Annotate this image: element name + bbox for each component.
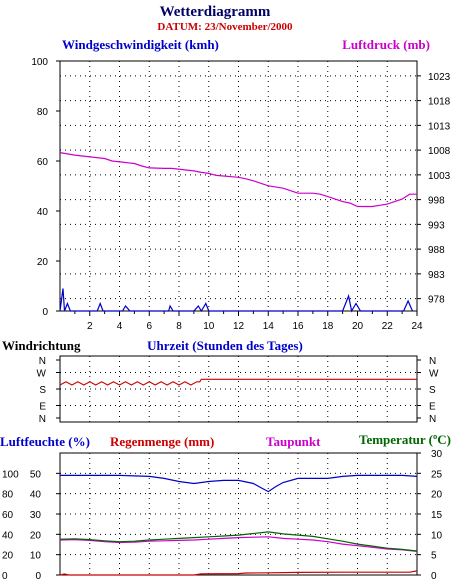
panel-1-right-tick-label: 1008 bbox=[428, 146, 451, 157]
panel-1-x-tick-label: 24 bbox=[411, 321, 423, 332]
pressure-label: Luftdruck (mb) bbox=[342, 37, 430, 52]
panel-1-right-tick-label: 998 bbox=[428, 196, 445, 207]
panel-3-humidity-tick-label: 80 bbox=[2, 490, 14, 501]
panel-1-x-tick-label: 12 bbox=[233, 321, 245, 332]
panel-3-right-tick-label: 10 bbox=[431, 530, 443, 541]
humidity-label: Luftfeuchte (%) bbox=[0, 434, 90, 449]
panel-3-right-tick-label: 20 bbox=[431, 490, 443, 501]
panel-3-rain-tick-label: 50 bbox=[30, 469, 42, 480]
panel-2-direction-ticks: N NW WS SE EN N bbox=[37, 356, 439, 425]
panel-1-right-tick-label: 983 bbox=[428, 270, 445, 281]
rain-label: Regenmenge (mm) bbox=[110, 434, 214, 449]
panel-1-x-ticks: 2 4 6 8 10 12 14 16 18 20 22 24 bbox=[74, 311, 423, 332]
wind-speed-series-line bbox=[59, 288, 414, 313]
panel-1-left-tick-label: 100 bbox=[31, 57, 48, 68]
panel-3-rain-tick-label: 0 bbox=[35, 571, 41, 582]
x-axis-label: Uhrzeit (Stunden des Tages) bbox=[147, 338, 303, 353]
panel-1-x-tick-label: 22 bbox=[382, 321, 394, 332]
panel-2-right-tick-label: E bbox=[429, 402, 436, 413]
panel-1-left-tick-label: 20 bbox=[37, 257, 49, 268]
panel-3-right-tick-label: 5 bbox=[431, 551, 437, 562]
panel-1-x-tick-label: 8 bbox=[176, 321, 182, 332]
panel-3-right-tick-label: 30 bbox=[431, 449, 443, 460]
temperature-label: Temperatur (ºC) bbox=[359, 432, 451, 447]
panel-1-right-tick-label: 1003 bbox=[428, 171, 451, 182]
panel-2-left-tick-label: S bbox=[39, 385, 46, 396]
panel-2-right-tick-label: W bbox=[429, 369, 439, 380]
wind-speed-label: Windgeschwindigkeit (kmh) bbox=[62, 37, 219, 52]
panel-2-grid bbox=[60, 356, 417, 422]
panel-1-x-tick-label: 10 bbox=[203, 321, 215, 332]
panel-1-right-tick-label: 978 bbox=[428, 295, 445, 306]
humidity-series-line bbox=[60, 474, 418, 493]
panel-1-left-tick-label: 40 bbox=[37, 207, 49, 218]
panel-1-right-ticks: 978 983 988 993 998 1003 1008 1013 1018 1023 bbox=[417, 72, 451, 306]
panel-3-right-tick-label: 25 bbox=[431, 469, 443, 480]
panel-2-left-tick-label: N bbox=[39, 356, 46, 367]
panel-1-right-tick-label: 1023 bbox=[428, 72, 451, 83]
panel-3-right-tick-label: 15 bbox=[431, 510, 443, 521]
panel-3-rain-tick-label: 30 bbox=[30, 510, 42, 521]
panel-2-right-tick-label: N bbox=[429, 414, 436, 425]
panel-1-right-tick-label: 1013 bbox=[428, 121, 451, 132]
pressure-series-line bbox=[59, 152, 417, 208]
panel-2-frame bbox=[59, 355, 418, 423]
panel-1-right-tick-label: 993 bbox=[428, 220, 445, 231]
panel-1-right-tick-label: 988 bbox=[428, 245, 445, 256]
panel-3-rain-tick-label: 40 bbox=[30, 490, 42, 501]
panel-1-x-tick-label: 6 bbox=[146, 321, 152, 332]
panel-1-series bbox=[59, 152, 417, 313]
panel-3-humidity-tick-label: 20 bbox=[2, 551, 14, 562]
wind-direction-label: Windrichtung bbox=[2, 338, 81, 353]
panel-2-left-tick-label: N bbox=[39, 414, 46, 425]
panel-1-grid bbox=[60, 61, 417, 311]
panel-1-x-tick-label: 4 bbox=[117, 321, 123, 332]
rain-series-line bbox=[59, 570, 418, 576]
panel-3-grid bbox=[60, 453, 417, 575]
chart-title: Wetterdiagramm bbox=[160, 4, 271, 20]
panel-3-humidity-tick-label: 0 bbox=[2, 571, 8, 582]
panel-3-humidity-tick-label: 40 bbox=[2, 530, 14, 541]
panel-3-humidity-tick-label: 100 bbox=[2, 469, 19, 480]
dewpoint-label: Taupunkt bbox=[266, 434, 321, 449]
panel-3-rain-tick-label: 20 bbox=[30, 530, 42, 541]
wind-direction-series-line bbox=[59, 378, 417, 386]
panel-2-left-tick-label: E bbox=[39, 402, 46, 413]
panel-3-humidity-tick-label: 60 bbox=[2, 510, 14, 521]
panel-1-left-tick-label: 0 bbox=[42, 307, 48, 318]
panel-3-right-tick-label: 0 bbox=[431, 571, 437, 582]
temperature-series-line bbox=[59, 531, 418, 552]
panel-3-rain-tick-label: 10 bbox=[30, 551, 42, 562]
panel-1-x-tick-label: 18 bbox=[322, 321, 334, 332]
panel-1-left-tick-label: 60 bbox=[37, 157, 49, 168]
panel-1-left-ticks: 0 20 40 60 80 100 bbox=[31, 57, 60, 318]
panel-1-right-tick-label: 1018 bbox=[428, 97, 451, 108]
panel-1-x-tick-label: 2 bbox=[87, 321, 93, 332]
panel-2-series bbox=[59, 378, 417, 386]
panel-1-x-tick-label: 14 bbox=[263, 321, 275, 332]
panel-1-left-tick-label: 80 bbox=[37, 107, 49, 118]
panel-2-right-tick-label: S bbox=[429, 385, 436, 396]
dewpoint-series-line bbox=[59, 536, 418, 552]
panel-3-series bbox=[59, 474, 418, 576]
chart-date: DATUM: 23/November/2000 bbox=[157, 21, 293, 33]
panel-2-right-tick-label: N bbox=[429, 356, 436, 367]
panel-1-x-tick-label: 16 bbox=[292, 321, 304, 332]
panel-2-left-tick-label: W bbox=[37, 369, 47, 380]
panel-1-x-tick-label: 20 bbox=[352, 321, 364, 332]
